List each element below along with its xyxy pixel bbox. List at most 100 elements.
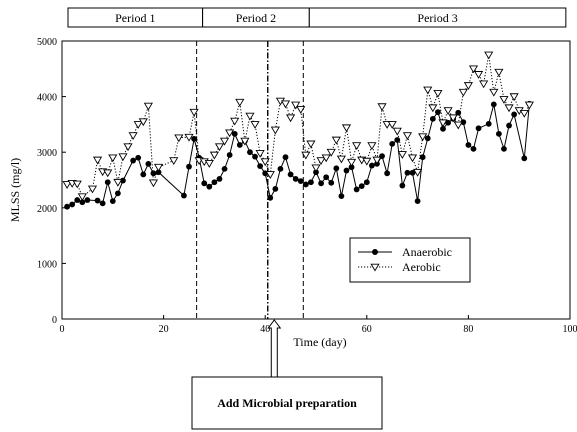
data-point-anaerobic (145, 160, 152, 167)
data-point-aerobic (377, 103, 387, 112)
data-point-aerobic (255, 150, 265, 158)
data-point-anaerobic (333, 165, 340, 172)
data-point-anaerobic (277, 165, 284, 172)
y-axis-label: MLSS (mg/l) (8, 158, 22, 222)
data-point-anaerobic (404, 169, 411, 176)
y-tick-label: 4000 (37, 93, 57, 104)
data-point-aerobic (291, 101, 301, 110)
data-point-aerobic (184, 133, 194, 142)
y-tick-label: 0 (52, 315, 57, 326)
data-point-anaerobic (247, 149, 253, 156)
data-point-aerobic (473, 71, 484, 79)
data-point-aerobic (189, 108, 199, 117)
data-point-aerobic (489, 88, 499, 97)
data-point-anaerobic (429, 115, 436, 122)
data-point-anaerobic (511, 111, 518, 118)
data-point-aerobic (433, 89, 443, 98)
data-point-anaerobic (363, 179, 370, 186)
period-label: Period 1 (115, 11, 155, 25)
data-point-anaerobic (308, 179, 314, 186)
data-point-aerobic (402, 132, 413, 141)
data-point-aerobic (245, 112, 255, 121)
data-point-anaerobic (104, 179, 111, 186)
data-point-aerobic (438, 119, 448, 128)
data-point-aerobic (260, 158, 270, 167)
x-tick-label: 0 (60, 324, 65, 335)
data-point-aerobic (326, 148, 336, 157)
data-point-anaerobic (424, 135, 431, 142)
data-point-anaerobic (221, 165, 228, 172)
data-point-anaerobic (114, 190, 121, 197)
data-point-anaerobic (506, 122, 512, 129)
data-point-anaerobic (399, 182, 406, 189)
data-point-anaerobic (485, 120, 492, 127)
data-point-aerobic (352, 142, 362, 151)
data-point-aerobic (118, 153, 128, 162)
legend-marker-aerobic (370, 263, 380, 272)
data-point-anaerobic (99, 200, 106, 207)
period-bar: Period 1 Period 2 Period 3 (67, 7, 567, 28)
data-point-aerobic (143, 102, 153, 111)
data-point-aerobic (494, 68, 504, 77)
data-point-anaerobic (272, 185, 279, 192)
data-point-aerobic (240, 137, 250, 146)
data-point-anaerobic (419, 154, 426, 161)
x-tick-label: 40 (260, 324, 270, 335)
data-point-anaerobic (343, 167, 350, 174)
data-point-aerobic (270, 126, 280, 135)
data-point-aerobic (453, 121, 463, 130)
data-point-anaerobic (211, 179, 218, 186)
data-point-aerobic (311, 164, 321, 173)
annotation-text: Add Microbial preparation (217, 396, 357, 410)
data-point-aerobic (235, 98, 245, 107)
legend: Anaerobic Aerobic (349, 237, 471, 283)
data-point-aerobic (479, 80, 489, 89)
data-point-anaerobic (155, 169, 162, 176)
data-point-aerobic (423, 86, 433, 95)
series-line-aerobic (66, 54, 530, 198)
data-point-anaerobic (465, 142, 472, 148)
data-point-anaerobic (414, 198, 421, 205)
data-point-aerobic (77, 193, 87, 202)
data-point-aerobic (443, 107, 453, 115)
data-point-anaerobic (267, 194, 274, 201)
data-point-aerobic (428, 104, 438, 113)
data-point-aerobic (103, 169, 113, 178)
data-point-aerobic (92, 156, 103, 165)
data-point-aerobic (331, 136, 341, 145)
data-point-anaerobic (206, 183, 213, 190)
data-point-aerobic (484, 51, 494, 60)
data-point-aerobic (413, 168, 423, 177)
y-axis: 0 1000 2000 3000 4000 5000 (37, 37, 66, 326)
data-point-aerobic (280, 100, 291, 109)
data-point-anaerobic (409, 169, 416, 176)
data-point-anaerobic (191, 135, 197, 142)
x-tick-label: 100 (563, 324, 577, 335)
data-point-anaerobic (109, 198, 116, 205)
data-point-aerobic (448, 114, 458, 123)
data-point-aerobic (296, 106, 306, 114)
data-point-anaerobic (186, 163, 192, 170)
data-point-anaerobic (84, 197, 91, 203)
data-point-aerobic (265, 171, 275, 179)
data-point-anaerobic (140, 171, 147, 178)
data-point-aerobic (316, 157, 326, 166)
data-point-aerobic (123, 143, 133, 152)
data-point-anaerobic (348, 164, 355, 171)
data-point-anaerobic (181, 192, 187, 199)
data-point-anaerobic (328, 179, 335, 186)
data-point-anaerobic (292, 175, 299, 182)
data-point-anaerobic (501, 145, 507, 152)
annotation-box (191, 376, 383, 430)
data-point-aerobic (174, 134, 184, 143)
data-point-aerobic (499, 96, 509, 104)
annotation: Add Microbial preparation (191, 319, 383, 430)
data-point-aerobic (509, 93, 519, 102)
series-layer (62, 51, 534, 210)
x-axis: 0 20 40 60 80 100 (60, 315, 577, 335)
data-point-anaerobic (394, 137, 401, 143)
data-point-aerobic (153, 163, 164, 172)
data-point-aerobic (113, 178, 123, 187)
data-point-anaerobic (226, 152, 233, 158)
data-point-anaerobic (150, 170, 157, 177)
